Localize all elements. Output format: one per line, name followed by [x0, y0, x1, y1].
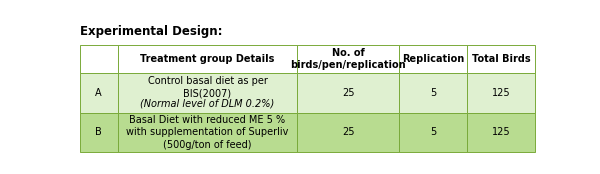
Text: 25: 25: [342, 88, 354, 98]
Bar: [398, 45, 467, 73]
Text: 5: 5: [430, 88, 436, 98]
Bar: [80, 45, 118, 73]
Text: Basal Diet with reduced ME 5 %
with supplementation of Superliv
(500g/ton of fee: Basal Diet with reduced ME 5 % with supp…: [127, 114, 289, 150]
Text: A: A: [95, 88, 102, 98]
Bar: [467, 113, 535, 152]
Bar: [398, 113, 467, 152]
Bar: [80, 73, 118, 113]
Text: Control basal diet as per
BIS(2007): Control basal diet as per BIS(2007): [148, 76, 268, 98]
Bar: [467, 45, 535, 73]
Bar: [118, 73, 298, 113]
Text: 5: 5: [430, 127, 436, 137]
Bar: [467, 73, 535, 113]
Text: 125: 125: [492, 127, 511, 137]
Text: Replication: Replication: [401, 54, 464, 64]
Text: Total Birds: Total Birds: [472, 54, 530, 64]
Text: B: B: [95, 127, 102, 137]
Bar: [118, 113, 298, 152]
Text: Treatment group Details: Treatment group Details: [140, 54, 275, 64]
Bar: [298, 73, 398, 113]
Text: 125: 125: [492, 88, 511, 98]
Text: Experimental Design:: Experimental Design:: [80, 25, 222, 38]
Bar: [298, 113, 398, 152]
Bar: [80, 113, 118, 152]
Text: (Normal level of DLM 0.2%): (Normal level of DLM 0.2%): [140, 98, 275, 108]
Text: 25: 25: [342, 127, 354, 137]
Bar: [398, 73, 467, 113]
Bar: [298, 45, 398, 73]
Text: No. of
birds/pen/replication: No. of birds/pen/replication: [290, 48, 406, 70]
Bar: [118, 45, 298, 73]
